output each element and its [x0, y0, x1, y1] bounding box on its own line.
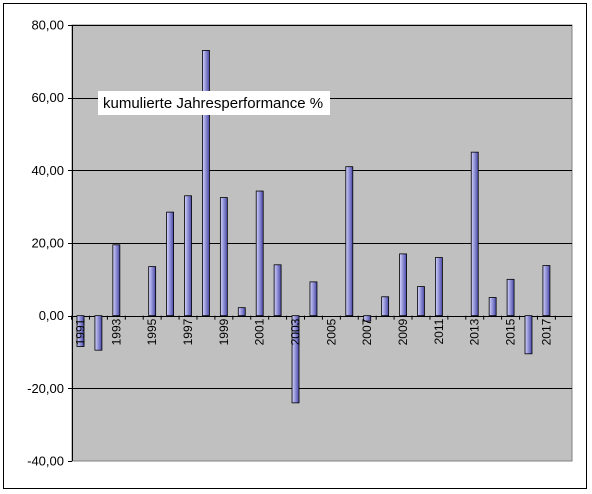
- bar-1996: [166, 211, 175, 317]
- x-tick-label: 2001: [253, 318, 267, 345]
- bar-2001: [255, 190, 264, 317]
- x-tick-label: 1997: [181, 318, 195, 345]
- bar-1991: [76, 315, 85, 347]
- x-tick-label: 1995: [145, 318, 159, 345]
- x-tick-label: 2003: [289, 318, 303, 345]
- chart-title: kumulierte Jahresperformance %: [103, 95, 323, 112]
- bar-2014: [488, 297, 497, 317]
- bar-1992: [94, 315, 103, 351]
- bar-1997: [184, 195, 192, 317]
- x-tick-label: 2013: [468, 318, 482, 345]
- x-tick-label: 2011: [432, 318, 446, 344]
- bar-2002: [273, 264, 282, 317]
- bar-2011: [434, 257, 443, 317]
- bar-2017: [542, 265, 551, 317]
- y-tick-label: 40,00: [31, 163, 64, 178]
- bar-2003: [291, 315, 300, 404]
- bar-2015: [506, 278, 515, 317]
- bar-2009: [399, 253, 407, 317]
- y-tick-label: -20,00: [27, 381, 64, 396]
- bar-1995: [148, 266, 157, 317]
- x-tick-label: 1991: [74, 318, 88, 345]
- y-tick-label: 0,00: [39, 308, 64, 323]
- x-tick-label: 1999: [217, 318, 231, 345]
- bar-2008: [381, 296, 390, 317]
- bar-1993: [112, 244, 121, 317]
- y-tick-label: -40,00: [27, 454, 64, 469]
- bar-1998: [202, 50, 210, 317]
- bar-2010: [417, 286, 425, 317]
- bar-2007: [363, 315, 372, 322]
- bar-2013: [470, 151, 479, 317]
- bar-1999: [219, 197, 228, 317]
- bar-2006: [345, 166, 354, 317]
- x-tick-label: 1993: [109, 318, 123, 345]
- x-tick-label: 2017: [539, 318, 553, 345]
- x-tick-label: 2009: [396, 318, 410, 345]
- y-tick-label: 60,00: [31, 90, 64, 105]
- bar-2016: [524, 315, 533, 355]
- bar-2004: [309, 281, 318, 317]
- x-tick-label: 2015: [504, 318, 518, 345]
- y-tick-label: 80,00: [31, 18, 64, 33]
- x-tick-label: 2005: [324, 318, 338, 345]
- y-tick-label: 20,00: [31, 236, 64, 251]
- x-tick-label: 2007: [360, 318, 374, 345]
- bar-2000: [237, 307, 246, 317]
- chart-title-background: [98, 91, 330, 115]
